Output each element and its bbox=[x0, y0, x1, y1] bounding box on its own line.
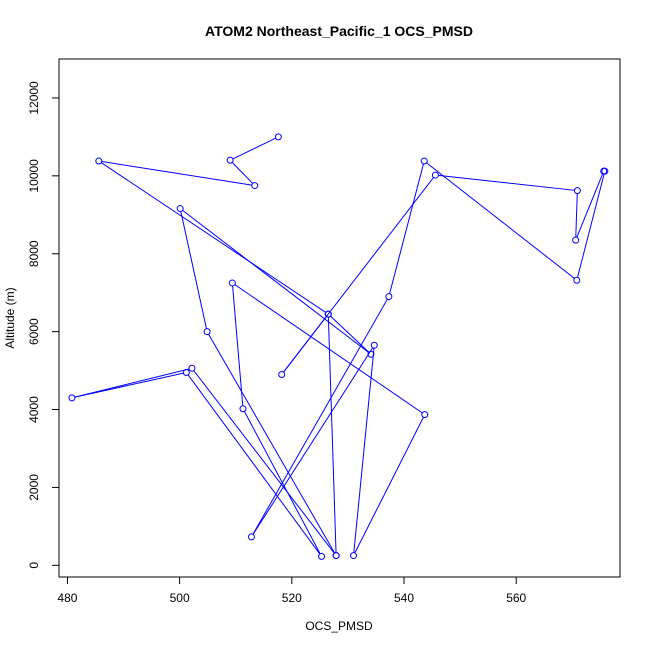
series-segment bbox=[243, 411, 321, 554]
series-segment bbox=[252, 347, 374, 535]
data-point bbox=[431, 171, 439, 179]
x-tick-label: 520 bbox=[282, 591, 302, 605]
data-point bbox=[278, 370, 286, 378]
series-segment bbox=[231, 162, 254, 184]
data-point bbox=[176, 205, 184, 213]
data-point bbox=[95, 157, 103, 165]
data-point bbox=[247, 533, 255, 541]
y-tick-label: 8000 bbox=[27, 240, 41, 267]
y-tick-label: 6000 bbox=[27, 318, 41, 345]
series-segment bbox=[180, 211, 207, 329]
y-axis: 0 2000 4000 6000 8000 10000 12000 bbox=[27, 81, 60, 569]
series-segment bbox=[187, 374, 321, 555]
series-layer bbox=[68, 133, 609, 560]
data-point bbox=[274, 133, 282, 141]
series-segment bbox=[232, 285, 244, 406]
y-tick-label: 12000 bbox=[27, 81, 41, 115]
chart-title: ATOM2 Northeast_Pacific_1 OCS_PMSD bbox=[205, 23, 473, 39]
series-segment bbox=[576, 173, 604, 238]
data-point bbox=[239, 405, 247, 413]
x-axis-label: OCS_PMSD bbox=[305, 619, 373, 633]
y-tick-label: 4000 bbox=[27, 396, 41, 423]
data-point bbox=[370, 341, 378, 349]
data-point bbox=[332, 552, 340, 560]
data-point bbox=[367, 350, 375, 358]
data-point bbox=[228, 279, 236, 287]
series-segment bbox=[575, 193, 578, 238]
x-tick-label: 480 bbox=[57, 591, 77, 605]
series-segment bbox=[577, 173, 605, 278]
x-tick-label: 540 bbox=[394, 591, 414, 605]
data-point bbox=[350, 552, 358, 560]
data-point bbox=[226, 156, 234, 164]
data-point bbox=[420, 157, 428, 165]
series-segment bbox=[330, 315, 370, 353]
data-point bbox=[573, 276, 581, 284]
series-segment bbox=[426, 162, 575, 279]
x-tick-label: 560 bbox=[506, 591, 526, 605]
data-point bbox=[68, 394, 76, 402]
y-tick-label: 2000 bbox=[27, 474, 41, 501]
data-point bbox=[203, 328, 211, 336]
x-tick-label: 500 bbox=[170, 591, 190, 605]
series-points bbox=[68, 133, 609, 560]
data-point bbox=[188, 364, 196, 372]
data-point bbox=[421, 411, 429, 419]
data-point bbox=[385, 293, 393, 301]
x-axis: 480 500 520 540 560 bbox=[57, 576, 527, 605]
series-segment bbox=[74, 368, 190, 398]
series-segment bbox=[74, 372, 184, 398]
series-segment bbox=[234, 284, 423, 414]
series-segment bbox=[389, 163, 424, 294]
series-segment bbox=[283, 177, 434, 373]
series-segment bbox=[252, 298, 388, 535]
data-point bbox=[572, 236, 580, 244]
y-axis-label: Altitude (m) bbox=[3, 287, 17, 348]
series-line-segments bbox=[74, 137, 605, 555]
data-point bbox=[182, 369, 190, 377]
series-segment bbox=[353, 348, 375, 553]
y-tick-label: 0 bbox=[27, 562, 41, 569]
data-point bbox=[324, 310, 332, 318]
y-tick-label: 10000 bbox=[27, 159, 41, 193]
data-point bbox=[573, 187, 581, 195]
data-point bbox=[318, 552, 326, 560]
series-segment bbox=[232, 137, 276, 160]
series-segment bbox=[438, 174, 575, 191]
series-segment bbox=[208, 333, 336, 554]
series-segment bbox=[354, 417, 424, 554]
data-point bbox=[251, 182, 259, 190]
plot-frame bbox=[58, 58, 621, 578]
series-segment bbox=[101, 162, 327, 313]
series-segment bbox=[101, 161, 252, 186]
data-point bbox=[601, 167, 609, 175]
series-segment bbox=[327, 317, 337, 553]
series-segment bbox=[182, 209, 369, 353]
series-segment bbox=[193, 370, 335, 554]
